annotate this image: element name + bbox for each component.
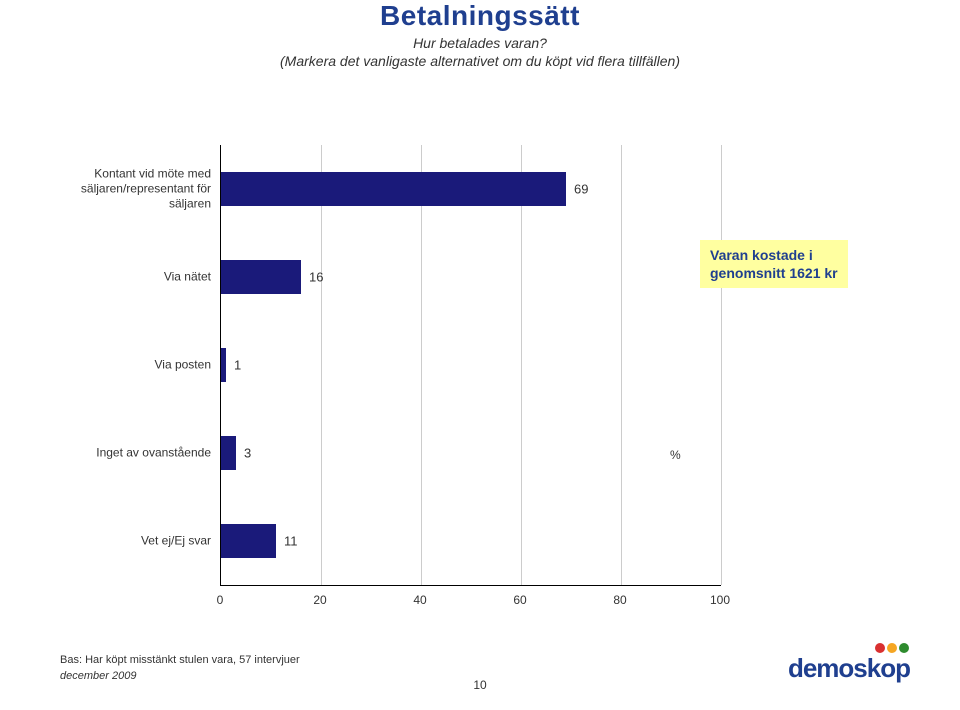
- logo-dot: [875, 643, 885, 653]
- bar: [221, 524, 276, 558]
- chart-area: Kontant vid möte med säljaren/representa…: [60, 145, 880, 585]
- category-label: Kontant vid möte med säljaren/representa…: [56, 167, 211, 212]
- plot-area: Kontant vid möte med säljaren/representa…: [220, 145, 721, 586]
- logo: demoskop: [788, 639, 910, 684]
- gridline: [721, 145, 722, 585]
- value-label: 3: [244, 446, 251, 461]
- category-label: Vet ej/Ej svar: [56, 534, 211, 549]
- gridline: [421, 145, 422, 585]
- x-tick-label: 100: [710, 593, 730, 607]
- gridline: [321, 145, 322, 585]
- x-tick-label: 60: [513, 593, 526, 607]
- category-label: Via posten: [56, 358, 211, 373]
- bar: [221, 436, 236, 470]
- logo-dot: [887, 643, 897, 653]
- value-label: 11: [284, 534, 298, 549]
- value-label: 69: [574, 182, 588, 197]
- x-tick-label: 20: [313, 593, 326, 607]
- x-tick-label: 80: [613, 593, 626, 607]
- base-text: Bas: Har köpt misstänkt stulen vara, 57 …: [60, 654, 300, 666]
- x-axis-labels: 020406080100: [220, 593, 720, 613]
- chart-subtitle: Hur betalades varan? (Markera det vanlig…: [0, 34, 960, 70]
- bar: [221, 260, 301, 294]
- category-label: Via nätet: [56, 270, 211, 285]
- x-tick-label: 40: [413, 593, 426, 607]
- percent-label: %: [670, 448, 681, 462]
- value-label: 1: [234, 358, 241, 373]
- gridline: [621, 145, 622, 585]
- bar: [221, 348, 226, 382]
- annotation-box: Varan kostade i genomsnitt 1621 kr: [700, 240, 848, 288]
- gridline: [521, 145, 522, 585]
- x-tick-label: 0: [217, 593, 224, 607]
- logo-text: demoskop: [788, 653, 910, 684]
- value-label: 16: [309, 270, 323, 285]
- logo-dot: [899, 643, 909, 653]
- category-label: Inget av ovanstående: [56, 446, 211, 461]
- bar: [221, 172, 566, 206]
- chart-title: Betalningssätt: [0, 0, 960, 32]
